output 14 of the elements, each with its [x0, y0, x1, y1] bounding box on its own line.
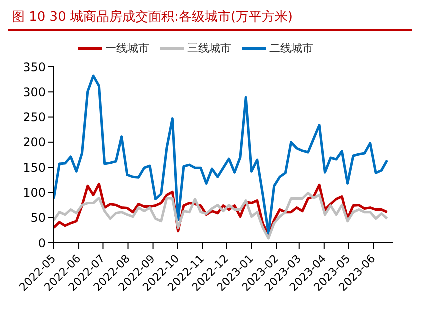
chart-title: 图 10 30 城商品房成交面积:各级城市(万平方米) [8, 8, 412, 31]
y-tick-label: 100 [23, 186, 46, 200]
line-series [54, 74, 389, 235]
y-tick-label: 150 [23, 160, 46, 175]
y-tick-label: 350 [23, 60, 46, 74]
y-tick-label: 50 [30, 211, 46, 226]
legend-label: 三线城市 [188, 42, 232, 56]
y-tick-label: 300 [23, 85, 46, 100]
line-series [54, 192, 389, 240]
legend-label: 一线城市 [106, 42, 150, 56]
legend-label: 二线城市 [270, 42, 314, 56]
y-tick-label: 200 [23, 136, 46, 150]
y-tick-label: 0 [38, 236, 46, 250]
y-tick-label: 250 [23, 110, 46, 125]
